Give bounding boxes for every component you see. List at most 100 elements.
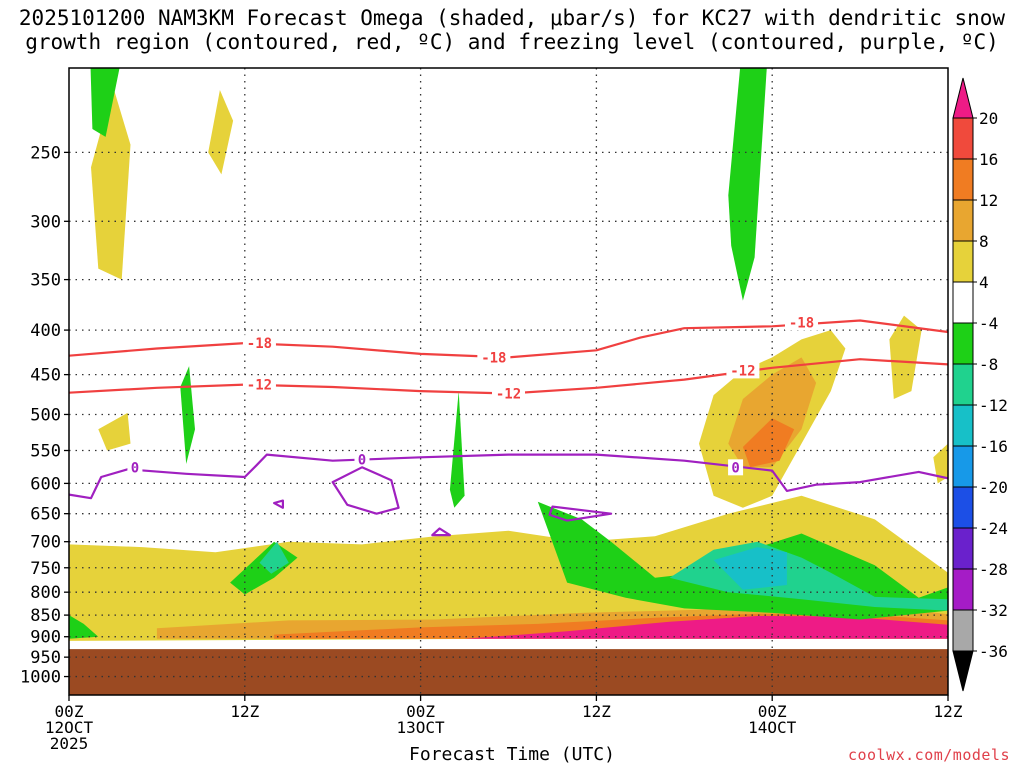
- dgz-label-bg-1-2: [726, 362, 760, 379]
- x-tick-label-24-0: 00Z: [406, 702, 435, 721]
- colorbar-label-4: 4: [979, 273, 989, 292]
- omega-region-12: [208, 90, 234, 175]
- colorbar-band-2: [952, 158, 974, 201]
- chart-title: 2025101200 NAM3KM Forecast Omega (shaded…: [18, 6, 1006, 30]
- credit-link[interactable]: coolwx.com/models: [847, 746, 1010, 764]
- freezing-label-bg-0-0: [127, 459, 143, 476]
- colorbar-label-6: -8: [979, 355, 998, 374]
- colorbar-band-6: [952, 322, 974, 365]
- colorbar-band-13: [952, 609, 974, 652]
- dgz-label-0-1: -18: [481, 350, 506, 366]
- y-tick-label-650: 650: [30, 505, 61, 525]
- omega-region-3: [464, 616, 948, 639]
- y-tick-label-950: 950: [30, 648, 61, 668]
- freezing-contour-2: [548, 505, 613, 522]
- omega-region-10: [91, 86, 131, 280]
- colorbar-label-10: -24: [979, 519, 1008, 538]
- omega-region-20: [933, 443, 948, 484]
- colorbar-top-arrow: [952, 77, 974, 119]
- x-tick-label-24-1: 13OCT: [397, 718, 446, 737]
- x-tick-label-60-0: 12Z: [934, 702, 963, 721]
- colorbar-band-4: [952, 240, 974, 283]
- colorbar-label-12: -32: [979, 601, 1008, 620]
- omega-region-13: [90, 68, 120, 137]
- y-tick-label-250: 250: [30, 143, 61, 163]
- colorbar-label-9: -20: [979, 478, 1008, 497]
- colorbar-label-5: -4: [979, 314, 998, 333]
- y-axis: 2503003504004505005506006507007508008509…: [20, 143, 69, 688]
- colorbar-label-13: -36: [979, 642, 1008, 661]
- omega-region-16: [449, 391, 465, 508]
- dgz-label-1-2: -12: [730, 363, 755, 379]
- y-tick-label-350: 350: [30, 271, 61, 291]
- omega-region-21: [69, 615, 99, 639]
- freezing-contour-4: [273, 499, 284, 509]
- omega-region-19: [889, 315, 922, 399]
- freezing-contour-3: [431, 527, 451, 537]
- x-tick-label-48-0: 00Z: [758, 702, 787, 721]
- y-tick-label-300: 300: [30, 212, 61, 232]
- contour-lines: -18 -18 -18 -12 -12 -12 0 0 0: [69, 314, 948, 537]
- colorbar-label-1: 16: [979, 150, 998, 169]
- y-tick-label-450: 450: [30, 366, 61, 386]
- plot-border: [68, 67, 949, 696]
- y-tick-label-1000: 1000: [20, 668, 61, 688]
- y-tick-label-850: 850: [30, 606, 61, 626]
- plot-frame: [68, 67, 949, 696]
- colorbar-band-10: [952, 486, 974, 529]
- colorbar-label-11: -28: [979, 560, 1008, 579]
- dgz-label-bg-0-1: [477, 349, 511, 366]
- dgz-label-bg-0-2: [785, 314, 818, 331]
- dgz-label-0-0: -18: [247, 336, 272, 352]
- y-tick-label-500: 500: [30, 405, 61, 425]
- omega-region-9: [742, 418, 795, 468]
- omega-region-11: [98, 412, 131, 451]
- colorbar-band-12: [952, 568, 974, 611]
- freezing-contour-1: [331, 466, 400, 515]
- dgz-label-1-1: -12: [496, 386, 521, 402]
- colorbar-band-8: [952, 404, 974, 447]
- colorbar-band-5: [952, 281, 974, 324]
- x-tick-label-0-1: 12OCT: [45, 718, 94, 737]
- x-tick-label-0-0: 00Z: [55, 702, 84, 721]
- ground-below-surface: [69, 649, 948, 695]
- x-tick-label-48-1: 14OCT: [748, 718, 797, 737]
- colorbar-bottom-arrow: [952, 650, 974, 692]
- x-tick-label-12-0: 12Z: [230, 702, 259, 721]
- colorbar-label-7: -12: [979, 396, 1008, 415]
- y-tick-label-400: 400: [30, 321, 61, 341]
- dgz-label-0-2: -18: [789, 315, 814, 331]
- x-axis-title: Forecast Time (UTC): [409, 744, 615, 765]
- colorbar-band-3: [952, 199, 974, 242]
- omega-region-15: [180, 366, 195, 464]
- y-tick-label-900: 900: [30, 628, 61, 648]
- dgz-label-1-0: -12: [247, 378, 272, 394]
- colorbar-band-7: [952, 363, 974, 406]
- colorbar-band-9: [952, 445, 974, 488]
- ground-fill: [69, 649, 948, 695]
- y-tick-label-750: 750: [30, 559, 61, 579]
- omega-region-18: [259, 541, 289, 574]
- dgz-label-bg-0-0: [242, 335, 276, 352]
- y-tick-label-600: 600: [30, 474, 61, 494]
- colorbar-label-0: 20: [979, 109, 998, 128]
- x-tick-label-0-2: 2025: [50, 734, 89, 753]
- colorbar-label-3: 8: [979, 232, 989, 251]
- freezing-label-bg-0-2: [728, 459, 744, 476]
- colorbar-band-1: [952, 117, 974, 160]
- colorbar: 20 16 12 8 4 -4 -8 -12 -16 -20 -24 -28 -32 -36: [952, 77, 1008, 692]
- y-tick-label-550: 550: [30, 442, 61, 462]
- freezing-label-0-0: 0: [131, 460, 139, 476]
- x-tick-label-36-0: 12Z: [582, 702, 611, 721]
- colorbar-label-8: -16: [979, 437, 1008, 456]
- omega-region-14: [728, 68, 767, 301]
- colorbar-label-2: 12: [979, 191, 998, 210]
- omega-region-6: [713, 547, 787, 590]
- colorbar-band-11: [952, 527, 974, 570]
- dgz-label-bg-1-0: [242, 376, 276, 393]
- dgz-label-bg-1-1: [492, 385, 525, 402]
- chart-subtitle: growth region (contoured, red, ºC) and f…: [25, 30, 999, 54]
- freezing-label-bg-0-1: [354, 451, 370, 468]
